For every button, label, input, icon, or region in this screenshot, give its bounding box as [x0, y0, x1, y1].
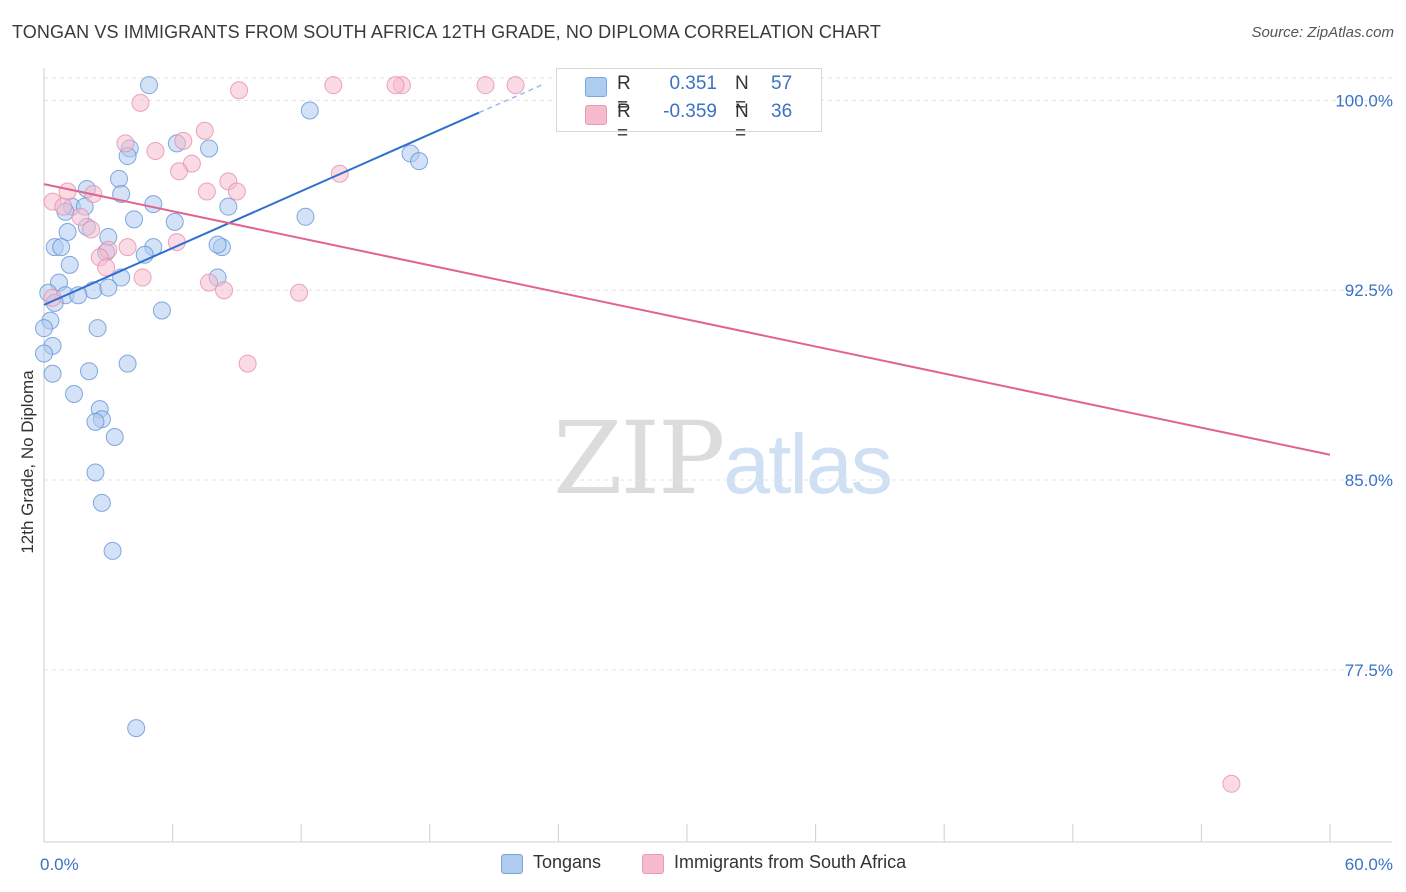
data-point — [110, 169, 129, 188]
trend-line-extension — [478, 84, 542, 114]
watermark-atlas: atlas — [723, 417, 892, 511]
grid-lines — [44, 77, 1392, 671]
bottom-legend-label-south-africa: Immigrants from South Africa — [674, 852, 907, 872]
watermark-zip: ZIP — [553, 400, 725, 517]
legend-r-label: R = — [617, 101, 631, 144]
data-point — [84, 281, 103, 300]
data-point — [71, 207, 90, 226]
data-point — [43, 364, 62, 383]
tick-labels: 100.0% 92.5% 85.0% 77.5% 0.0% 60.0% 12th Grade… — [18, 91, 1393, 874]
data-point — [116, 134, 135, 153]
bottom-legend-swatch-tongans — [501, 854, 523, 874]
bottom-legend-swatch-south-africa — [642, 854, 664, 874]
data-point — [54, 197, 73, 216]
data-point — [174, 131, 193, 150]
data-point — [170, 162, 189, 181]
legend-swatch-south-africa — [585, 105, 607, 125]
data-point — [290, 283, 309, 302]
data-point — [88, 319, 107, 338]
data-point — [146, 141, 165, 160]
legend-r-value: 0.351 — [669, 73, 717, 94]
data-point — [410, 152, 429, 171]
x-tick-label: 0.0% — [40, 855, 79, 874]
data-point — [118, 238, 137, 257]
data-point — [133, 268, 152, 287]
data-point — [140, 76, 159, 95]
data-point — [200, 273, 219, 292]
legend-n-label: N = — [735, 73, 749, 116]
data-point — [208, 235, 227, 254]
y-tick-label: 92.5% — [1345, 281, 1393, 300]
trend-line-tongans — [43, 111, 480, 306]
data-point — [506, 76, 525, 95]
data-point — [131, 93, 150, 112]
data-point — [86, 412, 105, 431]
data-point — [97, 258, 116, 277]
trend-line-south-africa — [43, 183, 1331, 456]
data-point — [127, 719, 146, 738]
data-point — [219, 197, 238, 216]
legend-swatch-tongans — [585, 77, 607, 97]
data-point — [200, 139, 219, 158]
source-label: Source: ZipAtlas.com — [1251, 24, 1394, 41]
y-tick-label: 85.0% — [1345, 471, 1393, 490]
stats-legend: R = 0.351 N = 57 R = -0.359 N = 36 — [556, 68, 822, 144]
data-point — [86, 463, 105, 482]
data-point — [215, 281, 234, 300]
trend-lines — [43, 84, 1331, 456]
data-point — [476, 76, 495, 95]
data-point — [35, 319, 53, 338]
data-point — [152, 301, 171, 320]
legend-n-label: N = — [735, 101, 749, 144]
data-point — [386, 76, 405, 95]
data-point — [197, 182, 216, 201]
data-point — [58, 222, 77, 241]
data-point — [80, 362, 99, 381]
data-point — [195, 121, 214, 140]
data-point — [103, 541, 122, 560]
legend-n-value: 36 — [771, 101, 793, 122]
data-point — [1222, 774, 1241, 793]
data-point — [60, 255, 79, 274]
y-tick-label: 100.0% — [1335, 91, 1393, 110]
data-point — [324, 76, 343, 95]
legend-n-value: 57 — [771, 73, 793, 94]
y-tick-label: 77.5% — [1345, 661, 1393, 680]
data-point — [52, 238, 71, 257]
data-point — [35, 344, 53, 363]
data-point — [125, 210, 144, 229]
data-point — [165, 212, 184, 231]
legend-r-value: -0.359 — [663, 101, 717, 122]
data-point — [144, 195, 163, 214]
chart-title: TONGAN VS IMMIGRANTS FROM SOUTH AFRICA 1… — [12, 22, 882, 42]
data-point — [92, 493, 111, 512]
watermark: ZIPatlas — [553, 400, 893, 517]
data-point — [105, 428, 124, 447]
series-south-africa — [43, 76, 1241, 793]
axes — [43, 68, 1392, 843]
data-point — [296, 207, 315, 226]
data-point — [230, 81, 249, 100]
data-point — [58, 182, 77, 201]
data-point — [112, 185, 131, 204]
data-point — [99, 278, 118, 297]
data-point — [118, 354, 137, 373]
legend-r-label: R = — [617, 73, 631, 116]
data-point — [65, 384, 84, 403]
data-point — [300, 101, 319, 120]
data-point — [227, 182, 246, 201]
y-axis-label: 12th Grade, No Diploma — [18, 370, 37, 554]
x-tick-label: 60.0% — [1345, 855, 1393, 874]
bottom-legend-label-tongans: Tongans — [533, 852, 602, 872]
data-point — [238, 354, 257, 373]
data-points — [35, 76, 1241, 793]
data-point — [82, 220, 101, 239]
